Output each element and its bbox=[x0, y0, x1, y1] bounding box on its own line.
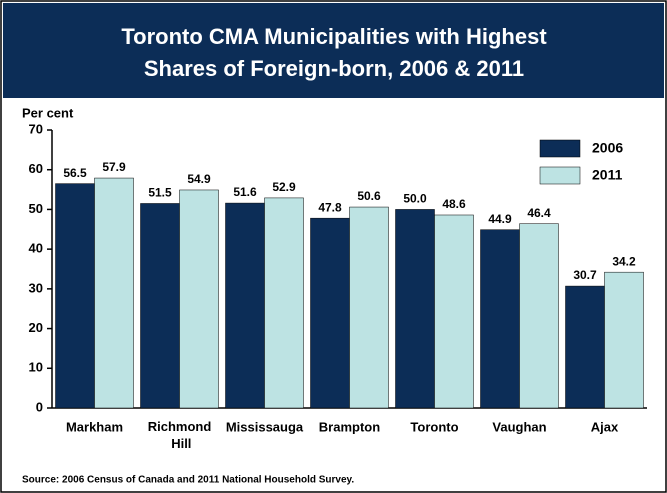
value-label: 57.9 bbox=[102, 160, 126, 174]
value-label: 47.8 bbox=[318, 200, 342, 214]
bar bbox=[179, 189, 219, 409]
bar bbox=[395, 209, 435, 409]
value-label: 56.5 bbox=[63, 166, 87, 180]
value-label: 48.6 bbox=[442, 197, 466, 211]
bar bbox=[140, 203, 180, 409]
value-label: 50.6 bbox=[357, 189, 381, 203]
bar bbox=[604, 271, 644, 409]
value-label: 46.4 bbox=[527, 206, 551, 220]
bar bbox=[349, 206, 389, 409]
legend-label: 2011 bbox=[592, 167, 623, 183]
value-label: 54.9 bbox=[187, 172, 211, 186]
legend-swatch bbox=[539, 139, 581, 158]
y-tick-label: 50 bbox=[29, 201, 43, 216]
source-note: Source: 2006 Census of Canada and 2011 N… bbox=[22, 475, 354, 486]
y-tick-label: 40 bbox=[29, 241, 43, 256]
x-tick-label: Richmond Hill bbox=[148, 419, 212, 451]
x-tick-label: Markham bbox=[66, 419, 123, 434]
value-label: 34.2 bbox=[612, 254, 636, 268]
x-tick-label: Ajax bbox=[591, 419, 619, 434]
x-tick-label: Toronto bbox=[410, 419, 458, 434]
bar bbox=[480, 229, 520, 409]
bar bbox=[225, 202, 265, 409]
y-tick-label: 0 bbox=[36, 399, 43, 414]
x-tick-label: Vaughan bbox=[492, 419, 546, 434]
y-tick-label: 70 bbox=[29, 121, 43, 136]
legend-label: 2006 bbox=[592, 140, 623, 156]
title-banner bbox=[3, 3, 664, 98]
bar bbox=[519, 223, 559, 409]
x-tick-label: Brampton bbox=[319, 419, 380, 434]
chart-title: Toronto CMA Municipalities with Highest bbox=[121, 24, 547, 49]
bar bbox=[310, 217, 350, 409]
y-tick-label: 20 bbox=[29, 320, 43, 335]
bar bbox=[55, 183, 95, 409]
value-label: 51.5 bbox=[148, 186, 172, 200]
chart-subtitle: Shares of Foreign-born, 2006 & 2011 bbox=[144, 56, 524, 81]
value-label: 52.9 bbox=[272, 180, 296, 194]
y-tick-label: 30 bbox=[29, 280, 43, 295]
y-tick-label: 10 bbox=[29, 360, 43, 375]
bar bbox=[264, 197, 304, 409]
value-label: 51.6 bbox=[233, 185, 257, 199]
bar bbox=[94, 177, 134, 409]
y-axis-label: Per cent bbox=[22, 105, 74, 120]
legend-swatch bbox=[539, 166, 581, 185]
y-tick-label: 60 bbox=[29, 161, 43, 176]
value-label: 44.9 bbox=[488, 212, 512, 226]
bar bbox=[565, 285, 605, 409]
value-label: 50.0 bbox=[403, 192, 427, 206]
value-label: 30.7 bbox=[573, 268, 597, 282]
x-tick-label: Mississauga bbox=[226, 419, 304, 434]
bar bbox=[434, 214, 474, 409]
